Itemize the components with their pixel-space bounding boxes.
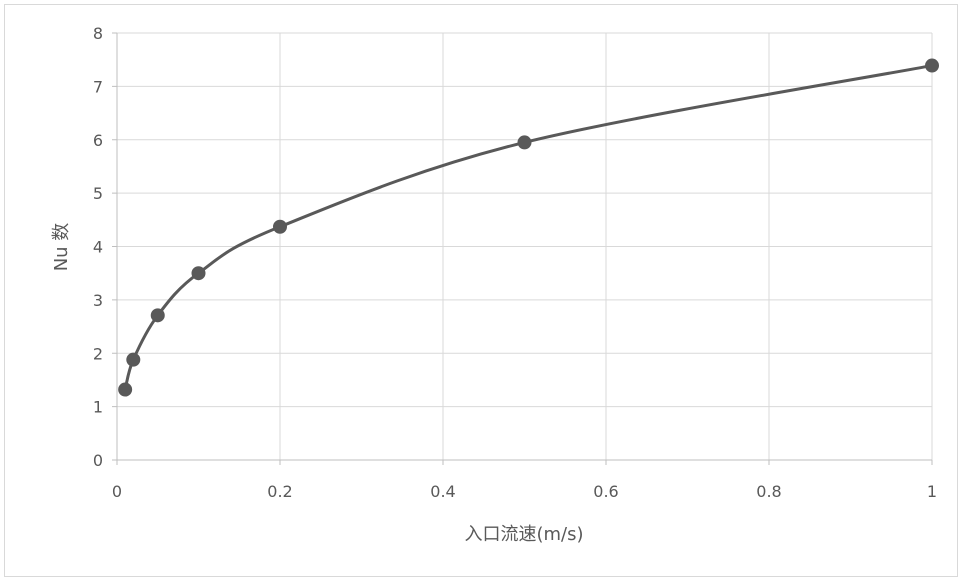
x-tick-label: 0.6 xyxy=(593,482,618,501)
data-point xyxy=(517,135,532,150)
x-tick-label: 0 xyxy=(112,482,122,501)
y-tick-label: 0 xyxy=(93,451,103,470)
y-tick-label: 7 xyxy=(93,77,103,96)
y-tick-label: 3 xyxy=(93,291,103,310)
data-point xyxy=(150,308,165,323)
data-point xyxy=(126,352,141,367)
data-point xyxy=(118,382,133,397)
tick-labels: 0 1 2 3 4 5 6 7 8 0 0.2 0.4 0.6 0.8 1 xyxy=(93,24,937,501)
x-tick-label: 0.2 xyxy=(267,482,292,501)
data-point xyxy=(191,266,206,281)
y-tick-label: 2 xyxy=(93,344,103,363)
y-tick-label: 6 xyxy=(93,131,103,150)
x-tick-label: 0.4 xyxy=(430,482,455,501)
data-point xyxy=(273,219,287,234)
x-tick-label: 1 xyxy=(927,482,937,501)
series-layer xyxy=(118,58,939,397)
y-tick-label: 4 xyxy=(93,238,103,257)
x-axis-title: 入口流速(m/s) xyxy=(464,524,583,545)
y-tick-label: 1 xyxy=(93,398,103,417)
y-axis-title: Nu 数 xyxy=(51,223,72,272)
y-tick-label: 5 xyxy=(93,184,103,203)
axes xyxy=(112,32,933,465)
chart-frame xyxy=(4,4,958,577)
y-tick-label: 8 xyxy=(93,24,103,43)
data-point xyxy=(925,58,939,73)
series-line xyxy=(123,64,933,390)
grid xyxy=(117,32,933,460)
x-tick-label: 0.8 xyxy=(756,482,781,501)
